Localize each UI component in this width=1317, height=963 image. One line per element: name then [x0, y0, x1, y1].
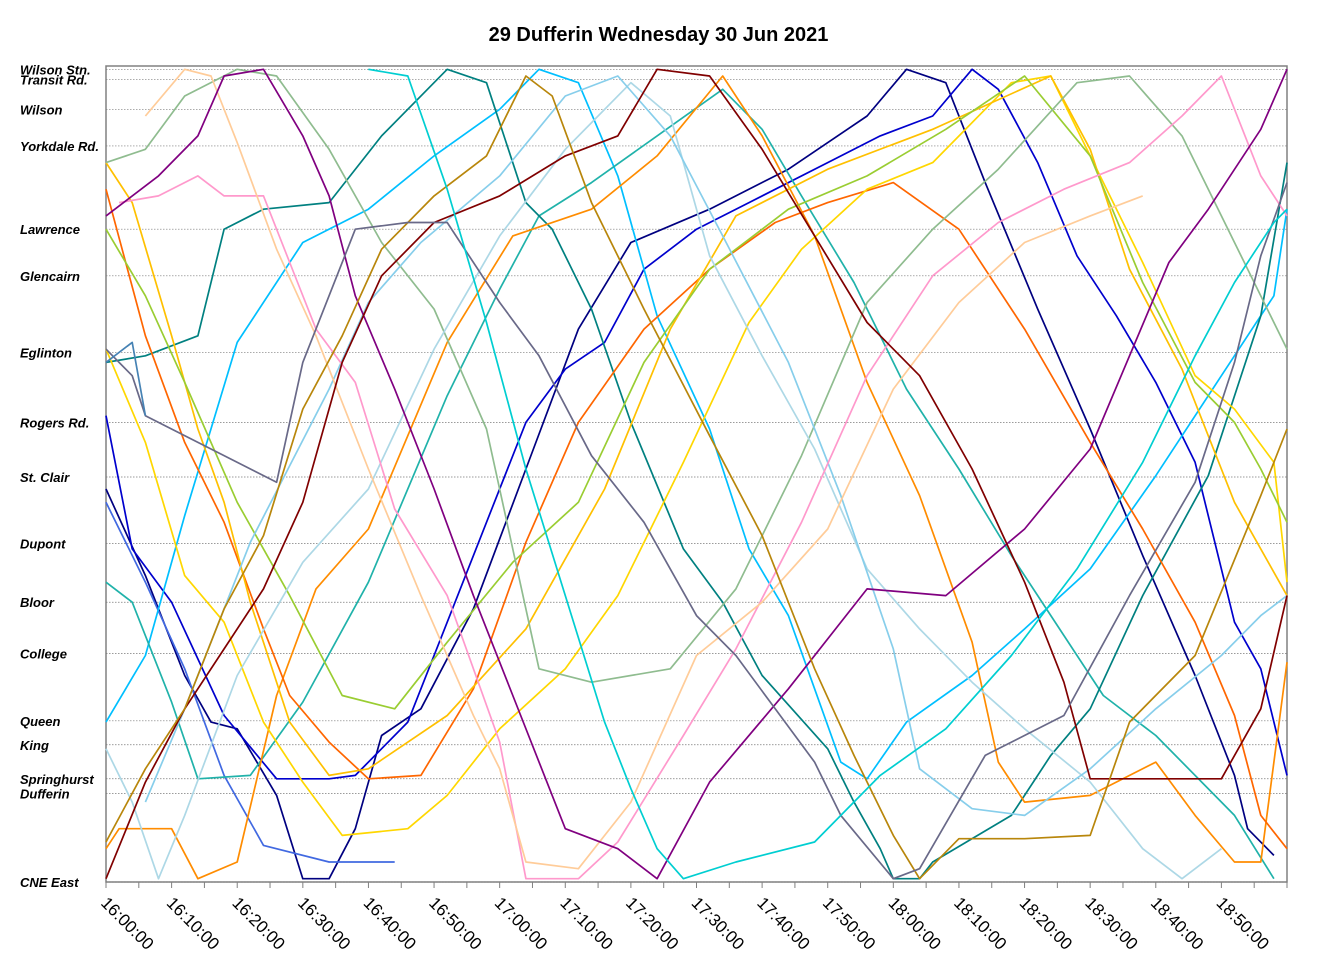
series-line-20	[368, 68, 1288, 880]
stop-label: Lawrence	[20, 222, 80, 237]
series-line-19	[105, 182, 1288, 880]
series-line-11	[105, 68, 1288, 684]
stop-label: Wilson Stn.	[20, 62, 91, 77]
x-tick-label: 16:00:00	[97, 893, 157, 953]
series-line-21	[105, 341, 147, 416]
x-tick-label: 17:40:00	[753, 893, 813, 953]
series-line-8	[105, 75, 1288, 837]
series-line-2	[105, 501, 395, 863]
stop-labels: Wilson Stn.Transit Rd. Wilson Yorkdale Rd.…	[20, 62, 99, 890]
time-labels: 16:00:00 16:10:00 16:20:00 16:30:00 16:40:00…	[97, 893, 1273, 953]
x-tick-label: 16:20:00	[228, 893, 288, 953]
stop-label: Wilson	[20, 102, 63, 117]
stop-label: Eglinton	[20, 345, 72, 360]
series-line-0	[105, 68, 1275, 880]
stop-label: CNE East	[20, 875, 79, 890]
series-line-9	[105, 75, 1288, 777]
stop-label: Queen	[20, 714, 61, 729]
series-line-5	[105, 68, 1288, 880]
stop-label: King	[20, 738, 49, 753]
x-tick-label: 16:10:00	[163, 893, 223, 953]
x-tick-label: 17:10:00	[556, 893, 616, 953]
x-tick-label: 18:40:00	[1147, 893, 1207, 953]
x-tick-label: 16:40:00	[360, 893, 420, 953]
x-tick-label: 17:20:00	[622, 893, 682, 953]
series-line-6	[105, 75, 1288, 880]
stop-label: Rogers Rd.	[20, 415, 89, 430]
stop-label: Transit Rd.	[20, 72, 88, 87]
x-tick-label: 18:50:00	[1213, 893, 1273, 953]
x-tick-label: 18:10:00	[950, 893, 1010, 953]
series-line-10	[105, 75, 1288, 710]
x-tick-label: 17:00:00	[491, 893, 551, 953]
stop-label: Springhurst	[20, 772, 94, 787]
stop-label: Yorkdale Rd.	[20, 139, 99, 154]
series-line-14	[118, 75, 1288, 880]
stop-label: St. Clair	[20, 470, 70, 485]
chart-title: 29 Dufferin Wednesday 30 Jun 2021	[488, 24, 829, 46]
series-line-12	[105, 81, 1222, 880]
series-line-3	[105, 68, 1288, 780]
x-ticks	[105, 882, 1288, 888]
stop-label: Glencairn	[20, 269, 80, 284]
x-tick-label: 16:30:00	[294, 893, 354, 953]
stop-label: College	[20, 647, 67, 662]
x-tick-label: 16:50:00	[425, 893, 485, 953]
x-tick-label: 18:20:00	[1016, 893, 1076, 953]
series-line-17	[105, 68, 1288, 880]
stop-label: Dufferin	[20, 786, 70, 801]
series-line-4	[105, 88, 1275, 880]
x-tick-label: 18:30:00	[1081, 893, 1141, 953]
stop-label: Dupont	[20, 537, 66, 552]
x-tick-label: 17:50:00	[819, 893, 879, 953]
x-tick-label: 18:00:00	[885, 893, 945, 953]
series-line-18	[105, 75, 1288, 880]
series-lines	[105, 68, 1288, 880]
series-line-16	[105, 68, 1288, 880]
series-line-1	[105, 68, 1288, 780]
x-tick-label: 17:30:00	[688, 893, 748, 953]
series-line-15	[144, 68, 1144, 870]
stop-label: Bloor	[20, 595, 55, 610]
